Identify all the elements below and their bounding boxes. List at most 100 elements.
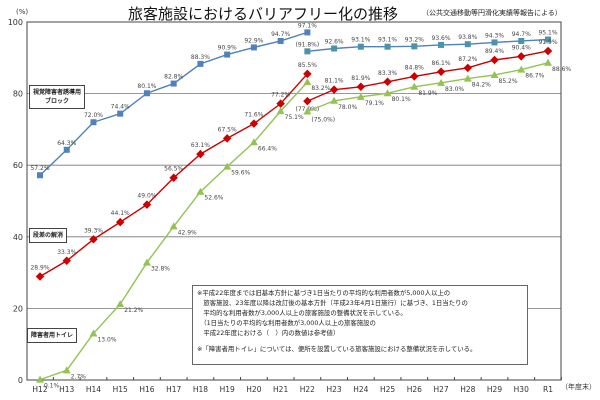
data-label: 57.2%: [30, 165, 49, 172]
series-line: [307, 62, 549, 113]
data-point-square: [90, 119, 97, 126]
data-label: 63.1%: [191, 142, 210, 149]
data-label: 86.7%: [525, 73, 544, 80]
data-label: 52.6%: [204, 195, 223, 202]
data-label: 95.1%: [538, 30, 557, 37]
x-tick-label: H27: [433, 385, 448, 394]
data-point-square: [170, 80, 177, 87]
data-point-diamond: [490, 55, 499, 65]
data-point-square: [277, 37, 284, 44]
data-label: 88.3%: [191, 54, 210, 61]
data-label: (75.0%): [311, 117, 335, 124]
data-label: 81.1%: [325, 78, 344, 85]
data-point-triangle: [410, 82, 419, 90]
y-tick-label: 40: [13, 233, 23, 242]
data-label: 94.7%: [271, 31, 290, 38]
y-tick-label: 100: [8, 18, 23, 27]
x-tick-label: H23: [327, 385, 342, 394]
data-point-triangle: [330, 96, 339, 104]
data-label: 28.9%: [30, 265, 49, 272]
data-point-square: [250, 44, 257, 51]
legend-label-blocks: 視覚障害者誘導用ブロック: [29, 85, 85, 109]
data-point-square: [438, 41, 445, 48]
data-point-triangle: [276, 107, 285, 115]
footnote-1: ※平成22年度までは旧基本方針に基づき1日当たりの平均的な利用者数が5,000人…: [197, 289, 468, 337]
data-point-diamond: [222, 134, 232, 143]
data-label: 83.2%: [311, 85, 330, 92]
data-label: 87.2%: [458, 56, 477, 63]
data-point-triangle: [303, 107, 312, 115]
x-tick-label: H26: [407, 385, 422, 394]
data-label: 97.1%: [298, 22, 317, 29]
data-point-diamond: [115, 217, 125, 227]
data-label: 89.4%: [485, 48, 504, 55]
data-point-diamond: [89, 235, 98, 244]
data-point-diamond: [169, 173, 178, 182]
x-tick-label: H15: [113, 385, 128, 394]
data-label: 59.6%: [231, 170, 250, 177]
data-point-square: [491, 39, 498, 46]
data-label: 75.1%: [285, 114, 304, 121]
data-label: 33.3%: [57, 249, 76, 256]
data-point-triangle: [169, 222, 178, 230]
data-point-diamond: [517, 52, 526, 61]
data-point-diamond: [303, 96, 312, 106]
data-point-triangle: [303, 78, 312, 86]
data-label: 49.0%: [137, 193, 156, 200]
data-label: 67.5%: [218, 126, 237, 133]
data-label: 64.3%: [57, 140, 76, 147]
data-point-triangle: [437, 78, 446, 86]
data-point-diamond: [463, 63, 473, 73]
data-label: 66.4%: [258, 145, 277, 152]
x-tick-label: H29: [487, 385, 502, 394]
data-point-triangle: [116, 300, 125, 308]
data-point-diamond: [436, 67, 446, 77]
data-label: 92.6%: [325, 38, 344, 45]
data-point-square: [545, 36, 551, 43]
data-label: 80.1%: [137, 83, 156, 90]
data-label: 93.6%: [432, 35, 451, 42]
data-point-square: [63, 146, 70, 153]
x-tick-label: H13: [59, 385, 74, 394]
data-point-square: [464, 41, 471, 48]
data-point-diamond: [329, 85, 339, 94]
data-label: 85.2%: [499, 78, 518, 85]
data-label: 84.2%: [472, 82, 491, 89]
data-point-square: [411, 43, 418, 50]
data-point-triangle: [249, 138, 258, 146]
data-label: 74.4%: [111, 104, 130, 111]
data-point-triangle: [517, 65, 526, 73]
data-label: 72.0%: [84, 112, 103, 119]
data-point-diamond: [543, 46, 553, 56]
data-point-square: [518, 37, 525, 44]
x-tick-label: H30: [514, 385, 529, 394]
data-label: 88.6%: [552, 66, 571, 73]
data-label: 93.2%: [405, 36, 424, 43]
data-point-triangle: [196, 187, 205, 195]
series-line: [307, 38, 549, 53]
data-point-square: [304, 29, 311, 36]
data-point-diamond: [383, 77, 392, 87]
x-tick-label: H22: [300, 385, 315, 394]
data-point-square: [143, 90, 150, 97]
data-point-square: [357, 43, 364, 50]
data-point-triangle: [463, 74, 472, 82]
data-label: 56.5%: [164, 166, 183, 173]
legend-label-steps: 段差の解消: [29, 228, 68, 243]
data-label: 44.1%: [111, 210, 130, 217]
data-point-diamond: [142, 200, 152, 209]
data-label: (91.8%): [295, 41, 319, 48]
data-point-diamond: [356, 82, 366, 92]
x-tick-label: R1: [543, 385, 553, 394]
data-point-triangle: [36, 375, 44, 383]
y-tick-label: 80: [13, 90, 23, 99]
data-label: 32.8%: [151, 266, 170, 273]
data-label: 90.9%: [218, 45, 237, 52]
data-label: 92.9%: [244, 37, 263, 44]
data-point-square: [384, 43, 391, 50]
data-label: 83.3%: [378, 70, 397, 77]
footnote-2: ※「障害者用トイレ」については、便所を設置している旅客施設における整備状況を示し…: [197, 345, 477, 353]
x-tick-label: H25: [380, 385, 395, 394]
data-label: 91.9%: [538, 39, 557, 46]
data-label: 84.8%: [405, 64, 424, 71]
